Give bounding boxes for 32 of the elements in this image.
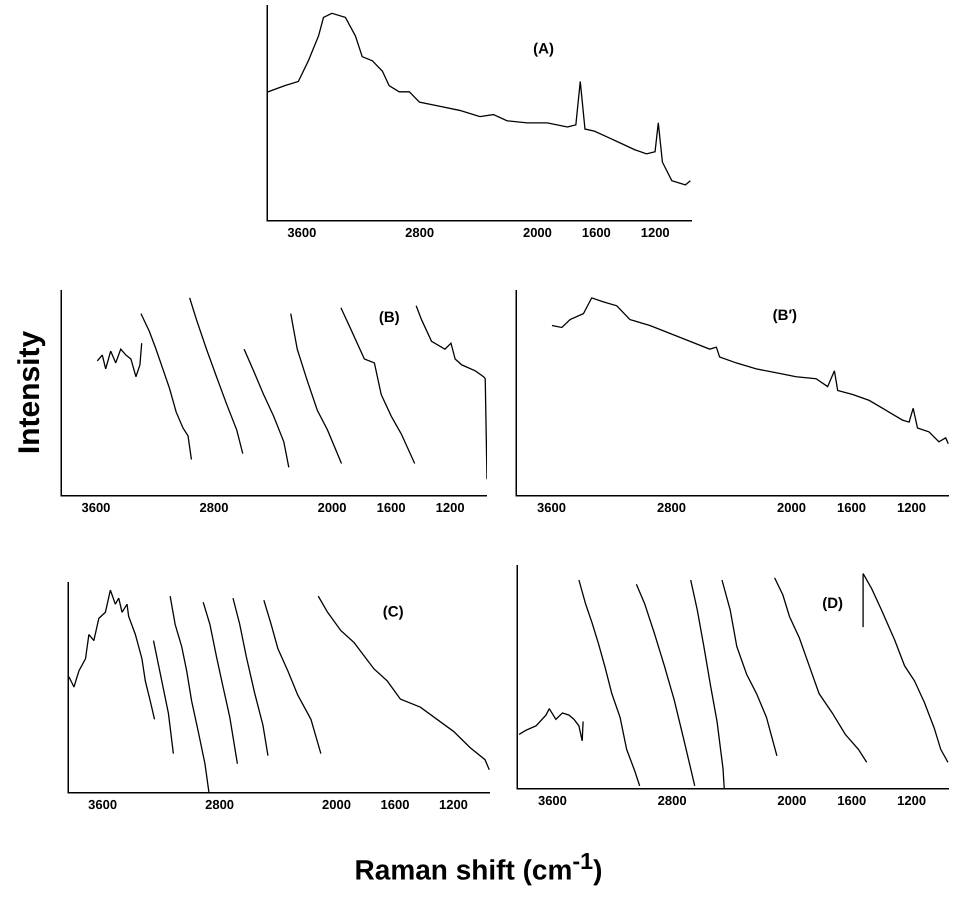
y-axis-title: Intensity [12, 330, 46, 454]
x-tick-label: 1200 [897, 792, 926, 808]
x-tick-label: 2000 [318, 500, 347, 515]
x-tick-label: 2800 [200, 500, 228, 515]
x-tick-label: 2800 [405, 224, 434, 240]
x-tick-label: 2800 [658, 792, 687, 808]
text: (B) [378, 308, 400, 326]
text: (D) [822, 595, 844, 612]
x-tick-label: 1200 [436, 500, 465, 515]
text: (B′) [772, 306, 798, 324]
x-tick-label: 1600 [837, 500, 866, 515]
x-tick-label: 1200 [897, 500, 926, 515]
x-tick-label: 2000 [777, 500, 806, 515]
x-tick-label: 3600 [538, 792, 567, 808]
x-tick-label: 3600 [287, 224, 316, 240]
x-tick-label: 1600 [582, 224, 611, 240]
x-tick-label: 1200 [640, 224, 670, 240]
x-tick-label: 2000 [322, 796, 351, 812]
x-tick-label: 2000 [777, 792, 806, 808]
x-tick-label: 1200 [438, 796, 468, 812]
x-tick-label: 2800 [205, 796, 234, 812]
x-tick-label: 1600 [380, 796, 410, 812]
x-tick-label: 3600 [81, 500, 110, 515]
x-tick-label: 1600 [837, 792, 866, 808]
x-tick-label: 2000 [522, 224, 552, 240]
x-axis-title: Raman shift (cm$^{-1}$) [354, 848, 604, 886]
x-tick-label: 3600 [537, 500, 566, 515]
text: (C) [382, 604, 404, 621]
x-tick-label: 1600 [376, 500, 406, 515]
x-tick-label: 3600 [88, 796, 118, 812]
text: (A) [533, 40, 554, 58]
x-tick-label: 2800 [657, 500, 686, 515]
